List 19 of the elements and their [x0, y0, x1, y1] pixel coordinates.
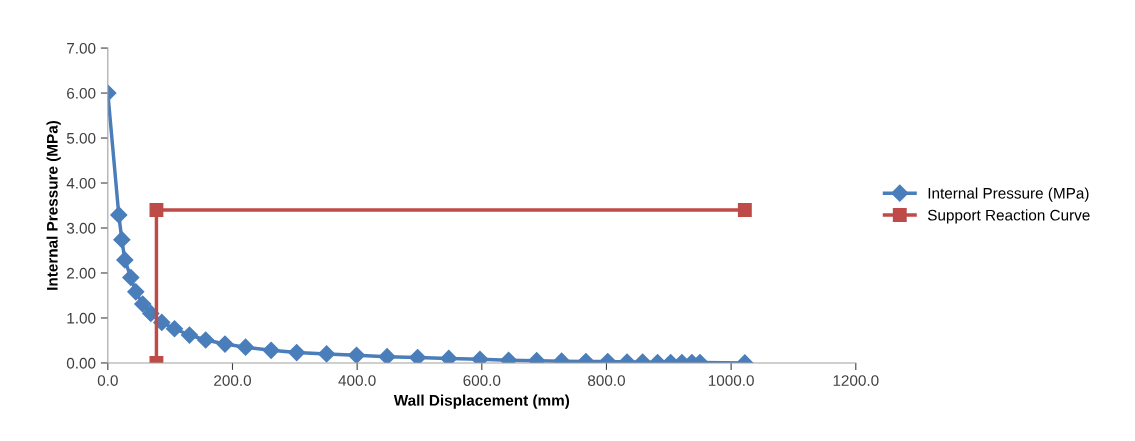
x-tick-label: 200.0: [214, 375, 252, 386]
y-tick-label: 2.00: [67, 267, 96, 279]
x-tick-label: 1200.0: [833, 375, 879, 386]
x-tick-label: 0.0: [97, 375, 118, 386]
x-tick-label: 400.0: [338, 375, 376, 386]
legend-label: Internal Pressure (MPa): [928, 187, 1089, 202]
x-tick-label: 800.0: [588, 375, 625, 386]
x-tick-label: 1000.0: [708, 375, 754, 386]
y-tick-label: 0.00: [66, 357, 96, 369]
y-tick-label: 3.00: [66, 222, 96, 234]
x-axis-title: Wall Displacement (mm): [393, 394, 570, 409]
legend-label: Support Reaction Curve: [927, 209, 1090, 224]
y-tick-label: 6.00: [67, 87, 96, 99]
y-axis-title: Internal Pressure (MPa): [46, 120, 61, 290]
y-tick-label: 1.00: [67, 312, 96, 324]
y-tick-label: 7.00: [67, 42, 96, 54]
y-tick-label: 4.00: [66, 177, 96, 189]
y-tick-label: 5.00: [66, 132, 96, 144]
x-tick-label: 600.0: [463, 375, 501, 386]
